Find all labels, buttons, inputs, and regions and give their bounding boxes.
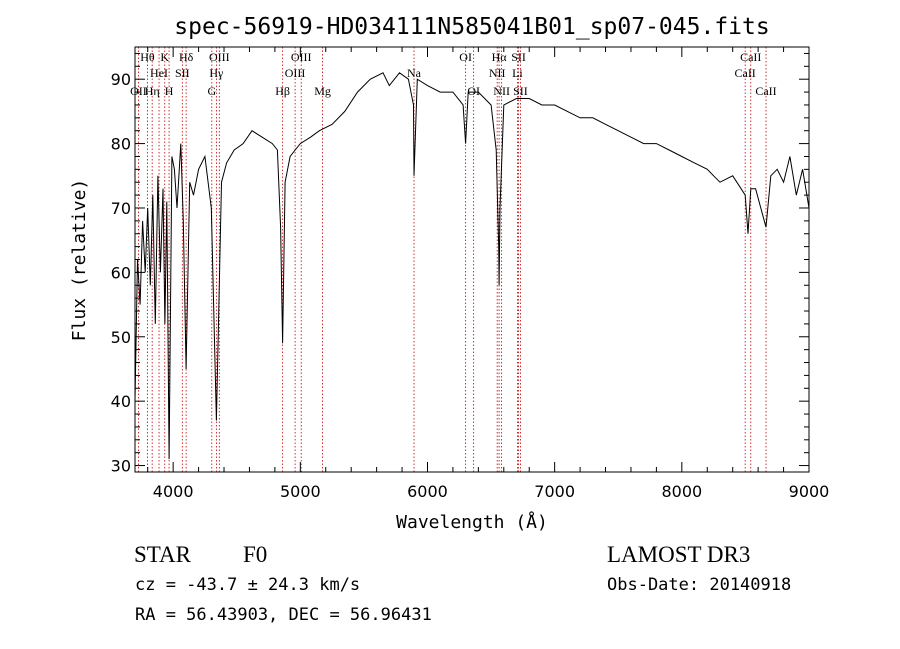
plot-frame [134,46,810,473]
y-tick-label: 60 [111,263,131,282]
y-tick-label: 90 [111,70,131,89]
y-axis-label: Flux (relative) [69,179,90,342]
spectral-line-label: NII [489,66,506,80]
ra-dec: RA = 56.43903, DEC = 56.96431 [135,605,432,625]
y-tick-label: 30 [111,457,131,476]
spectral-line-label: SII [511,50,526,64]
spectrum-series-line [134,72,810,460]
spectral-line-label: H [165,84,174,98]
spectral-line-label: Hδ [179,50,194,64]
spectral-line-label: NII [493,84,510,98]
x-tick-label: 9000 [789,482,830,501]
x-tick-label: 8000 [661,482,702,501]
spectral-line-label: Li [512,66,523,80]
spectral-line-label: OII [130,84,147,98]
spectral-line-label: CaII [755,84,776,98]
obs-date: Obs-Date: 20140918 [607,575,791,595]
y-axis-ticks: 30 40 50 60 70 80 90 [111,52,809,476]
x-tick-label: 4000 [153,482,194,501]
spectral-line-label: Hη [145,84,160,98]
object-subclass: F0 [243,542,267,567]
spectral-line-label: Hα [492,50,508,64]
y-tick-label: 80 [111,135,131,154]
spectral-line-label: G [207,84,216,98]
x-tick-label: 7000 [534,482,575,501]
spectral-line-label: Hγ [209,66,224,80]
y-tick-label: 70 [111,199,131,218]
spectral-line-label: OIII [291,50,312,64]
spectral-line-label: SII [513,84,528,98]
x-axis-label: Wavelength (Å) [396,511,548,533]
spectral-line-labels: OIIHθHηHeIKHSIIHδGHγOIIIHβOIIIOIIIMgNaOI… [130,50,777,98]
y-tick-label: 50 [111,328,131,347]
spectral-line-label: Hθ [140,50,155,64]
spectral-line-label: OI [467,84,480,98]
spectral-line-label: Hβ [275,84,290,98]
spectral-line-label: Mg [314,84,331,98]
spectral-line-label: HeI [150,66,168,80]
spectral-line-label: SII [175,66,190,80]
survey-name: LAMOST DR3 [607,542,750,567]
x-tick-label: 5000 [280,482,321,501]
spectral-line-label: OIII [285,66,306,80]
y-tick-label: 40 [111,392,131,411]
chart-title: spec-56919-HD034111N585041B01_sp07-045.f… [174,14,769,40]
spectral-line-label: Na [407,66,422,80]
spectral-line-label: CaII [740,50,761,64]
object-class: STAR [134,542,192,567]
spectral-line-label: OI [459,50,472,64]
spectral-line-markers [138,47,767,472]
spectral-line-label: OIII [209,50,230,64]
x-tick-label: 6000 [407,482,448,501]
x-axis-ticks: 4000 5000 6000 7000 8000 9000 [147,47,830,501]
spectral-line-label: K [160,50,169,64]
redshift-cz: cz = -43.7 ± 24.3 km/s [135,575,360,595]
spectral-line-label: CaII [734,66,755,80]
